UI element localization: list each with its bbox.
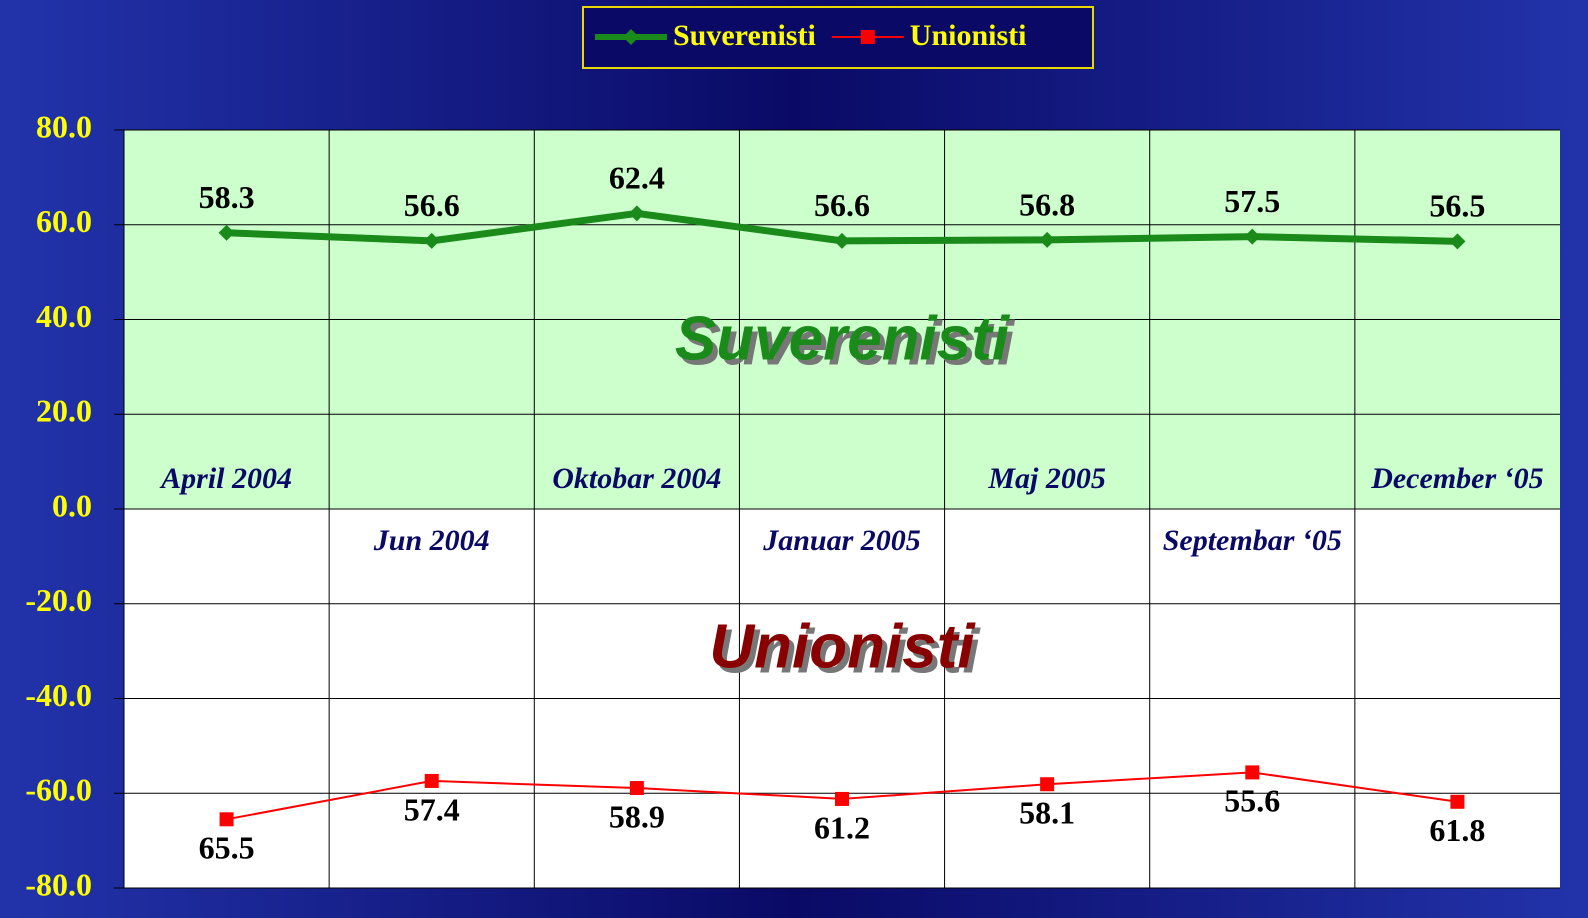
- x-category-label: Oktobar 2004: [552, 462, 721, 495]
- y-tick-label: 80.0: [36, 108, 92, 144]
- marker: [218, 224, 235, 241]
- y-tick-label: 40.0: [36, 298, 92, 334]
- data-label: 61.2: [814, 809, 870, 845]
- marker: [219, 812, 234, 827]
- data-label: 58.1: [1019, 795, 1075, 831]
- data-label: 65.5: [199, 830, 255, 866]
- marker: [1245, 765, 1260, 780]
- marker: [1244, 228, 1261, 245]
- legend-marker: [860, 30, 875, 44]
- legend: Suverenisti Unionisti: [582, 6, 1094, 69]
- marker: [1039, 231, 1056, 248]
- x-category-label: December ‘05: [1370, 462, 1543, 495]
- x-category-label: Septembar ‘05: [1163, 524, 1342, 557]
- y-tick-label: -80.0: [25, 866, 92, 902]
- y-tick-label: -40.0: [25, 677, 92, 713]
- legend-label: Suverenisti: [673, 19, 816, 52]
- marker: [834, 232, 850, 249]
- marker: [423, 232, 440, 249]
- x-category-label: Maj 2005: [987, 462, 1106, 495]
- y-tick-label: -60.0: [25, 772, 92, 808]
- annotation: Unionisti: [709, 613, 976, 682]
- y-tick-label: 0.0: [52, 487, 92, 523]
- data-label: 58.3: [199, 179, 255, 215]
- data-label: 56.6: [404, 187, 460, 223]
- data-label: 61.8: [1429, 812, 1485, 848]
- marker: [1450, 794, 1465, 809]
- marker: [628, 205, 645, 222]
- data-label: 57.5: [1224, 183, 1280, 219]
- annotation-shadow: Unionisti: [714, 618, 981, 687]
- data-label: 57.4: [404, 791, 460, 827]
- legend-label: Unionisti: [910, 19, 1027, 52]
- y-tick-label: -20.0: [25, 582, 92, 618]
- marker: [424, 773, 439, 788]
- x-category-label: April 2004: [159, 462, 292, 495]
- annotation: Suverenisti: [675, 305, 1011, 374]
- data-label: 56.5: [1429, 188, 1485, 224]
- data-label: 62.4: [609, 160, 665, 196]
- marker: [1040, 777, 1055, 792]
- y-tick-label: 60.0: [36, 203, 92, 239]
- data-label: 55.6: [1224, 783, 1280, 819]
- x-category-label: Jun 2004: [373, 524, 490, 557]
- legend-marker: [623, 29, 639, 45]
- data-label: 56.8: [1019, 186, 1075, 222]
- marker: [835, 791, 849, 806]
- marker: [1449, 233, 1466, 250]
- y-tick-label: 20.0: [36, 393, 92, 429]
- data-label: 58.9: [609, 798, 665, 834]
- data-label: 56.6: [814, 187, 870, 223]
- marker: [629, 781, 644, 796]
- annotation-shadow: Suverenisti: [680, 310, 1016, 379]
- x-category-label: Januar 2005: [762, 524, 921, 557]
